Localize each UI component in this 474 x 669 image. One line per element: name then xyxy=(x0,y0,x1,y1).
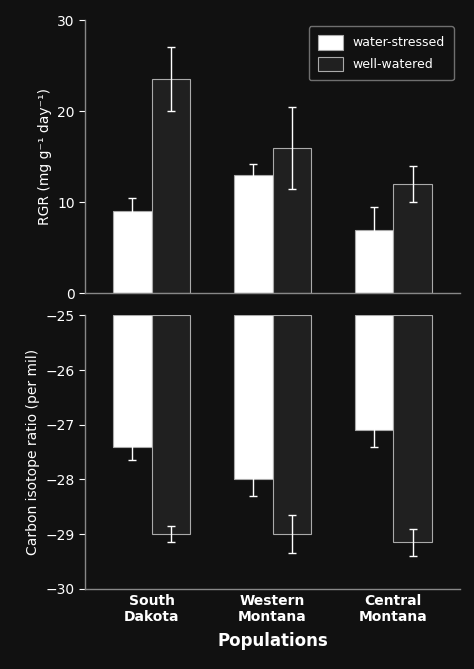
Bar xyxy=(152,80,191,294)
Bar xyxy=(355,229,393,294)
Bar xyxy=(113,315,152,447)
Legend: water-stressed, well-watered: water-stressed, well-watered xyxy=(309,26,454,80)
X-axis label: Populations: Populations xyxy=(217,632,328,650)
Bar xyxy=(355,315,393,430)
Bar xyxy=(393,315,432,543)
Bar xyxy=(393,184,432,294)
Bar xyxy=(273,315,311,534)
Y-axis label: Carbon isotope ratio (per mil): Carbon isotope ratio (per mil) xyxy=(26,349,40,555)
Bar xyxy=(113,211,152,294)
Y-axis label: RGR (mg g⁻¹ day⁻¹): RGR (mg g⁻¹ day⁻¹) xyxy=(38,88,52,225)
Bar xyxy=(273,148,311,294)
Bar xyxy=(152,315,191,534)
Bar xyxy=(234,315,273,480)
Bar xyxy=(234,175,273,294)
